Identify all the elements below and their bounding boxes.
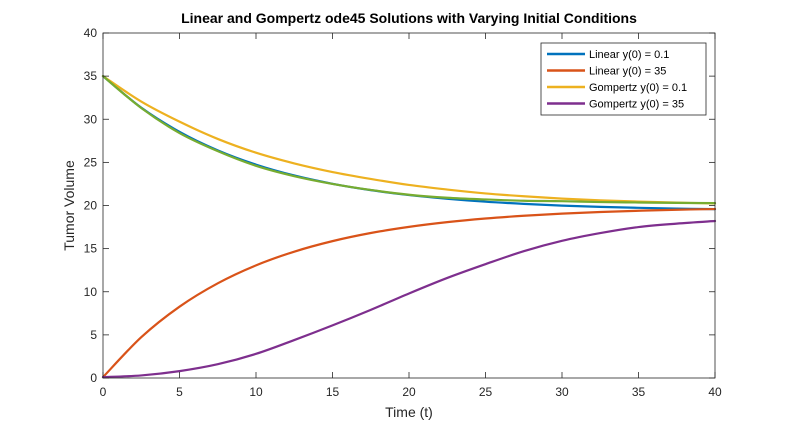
y-tick-label: 40 <box>84 26 98 40</box>
x-tick-label: 40 <box>708 385 722 399</box>
legend-label: Linear y(0) = 35 <box>589 66 666 78</box>
y-tick-label: 5 <box>90 328 97 342</box>
y-tick-label: 25 <box>84 155 98 169</box>
series-line-linear-y-0-35 <box>101 207 717 379</box>
axes-layer: 0 5 10 15 20 25 30 35 40 0 5 10 15 20 25 30 35 40 <box>84 26 722 399</box>
x-tick-label: 15 <box>326 385 340 399</box>
legend-label: Gompertz y(0) = 0.1 <box>589 82 687 94</box>
legend: Linear y(0) = 0.1 Linear y(0) = 35 Gompert… <box>540 42 707 116</box>
x-tick-label: 5 <box>176 385 183 399</box>
series-line-gompertz-y-0-0-1 <box>101 75 717 205</box>
legend-label: Linear y(0) = 0.1 <box>589 49 669 61</box>
legend-label: Gompertz y(0) = 35 <box>589 99 684 111</box>
y-tick-label: 0 <box>90 371 97 385</box>
x-tick-label: 25 <box>479 385 493 399</box>
y-tick-label: 15 <box>84 242 98 256</box>
series-line-gompertz-y-0-35 <box>101 219 717 379</box>
x-axis-title: Time (t) <box>385 404 433 420</box>
x-tick-label: 10 <box>249 385 263 399</box>
chart-title: Linear and Gompertz ode45 Solutions with… <box>181 10 637 26</box>
y-tick-label: 10 <box>84 285 98 299</box>
series-line-unlabeled-4 <box>101 75 717 205</box>
y-tick-label: 30 <box>84 112 98 126</box>
x-tick-label: 0 <box>100 385 107 399</box>
y-tick-label: 35 <box>84 69 98 83</box>
x-tick-label: 30 <box>555 385 569 399</box>
y-tick-label: 20 <box>84 199 98 213</box>
y-axis-title: Tumor Volume <box>61 160 77 251</box>
x-tick-label: 20 <box>402 385 416 399</box>
series-layer <box>101 75 717 379</box>
x-tick-label: 35 <box>632 385 646 399</box>
